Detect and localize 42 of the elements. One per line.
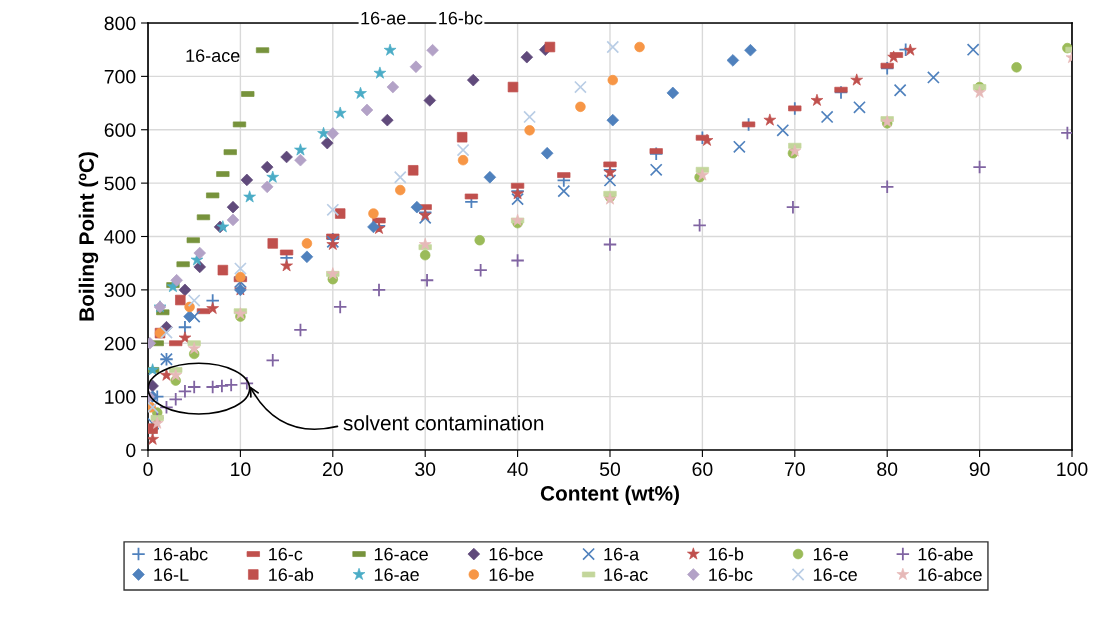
legend-label: 16-abce <box>918 567 982 581</box>
x-tick-label: 40 <box>507 462 528 477</box>
legend-label: 16-L <box>154 568 189 581</box>
legend-label: 16-ab <box>269 567 314 581</box>
x-tick-label: 10 <box>231 462 251 477</box>
y-tick-label: 300 <box>104 283 136 298</box>
y-tick-label: 700 <box>104 69 136 84</box>
x-axis-title: Content (wt%) <box>540 485 679 505</box>
y-tick-label: 800 <box>104 16 136 31</box>
x-tick-label: 20 <box>322 462 343 477</box>
x-tick-label: 50 <box>599 462 621 477</box>
y-tick-label: 600 <box>104 123 136 137</box>
annotation: 16-ae <box>361 11 406 25</box>
legend-label: 16-b <box>709 547 744 561</box>
x-tick-label: 80 <box>877 462 898 477</box>
x-tick-label: 100 <box>1057 462 1088 477</box>
legend-label: 16-abc <box>154 547 208 561</box>
legend-label: 16-e <box>813 547 848 561</box>
legend-label: 16-ae <box>374 568 419 581</box>
x-tick-label: 0 <box>143 462 153 477</box>
y-axis-title: Boiling Point (ºC) <box>78 152 99 321</box>
x-tick-label: 70 <box>784 462 805 477</box>
legend-label: 16-ac <box>604 568 648 581</box>
y-tick-label: 200 <box>104 336 136 351</box>
legend-label: 16-c <box>269 547 303 561</box>
legend-label: 16-a <box>604 547 640 561</box>
legend-label: 16-ce <box>813 568 857 581</box>
y-tick-label: 400 <box>104 229 136 244</box>
y-tick-label: 100 <box>105 390 136 404</box>
annotation: 16-ace <box>186 49 240 63</box>
annotation: 16-bc <box>439 11 483 25</box>
legend-label: 16-bc <box>709 567 753 581</box>
legend-label: 16-ace <box>374 547 428 561</box>
legend-label: 16-abe <box>918 547 973 561</box>
legend-label: 16-be <box>489 567 534 581</box>
y-tick-label: 500 <box>104 176 136 191</box>
legend-label: 16-bce <box>489 547 543 561</box>
annotation: solvent contamination <box>343 415 544 431</box>
x-tick-label: 30 <box>415 462 436 477</box>
x-tick-label: 90 <box>969 462 990 477</box>
y-tick-label: 0 <box>126 443 136 458</box>
x-tick-label: 60 <box>692 462 713 477</box>
